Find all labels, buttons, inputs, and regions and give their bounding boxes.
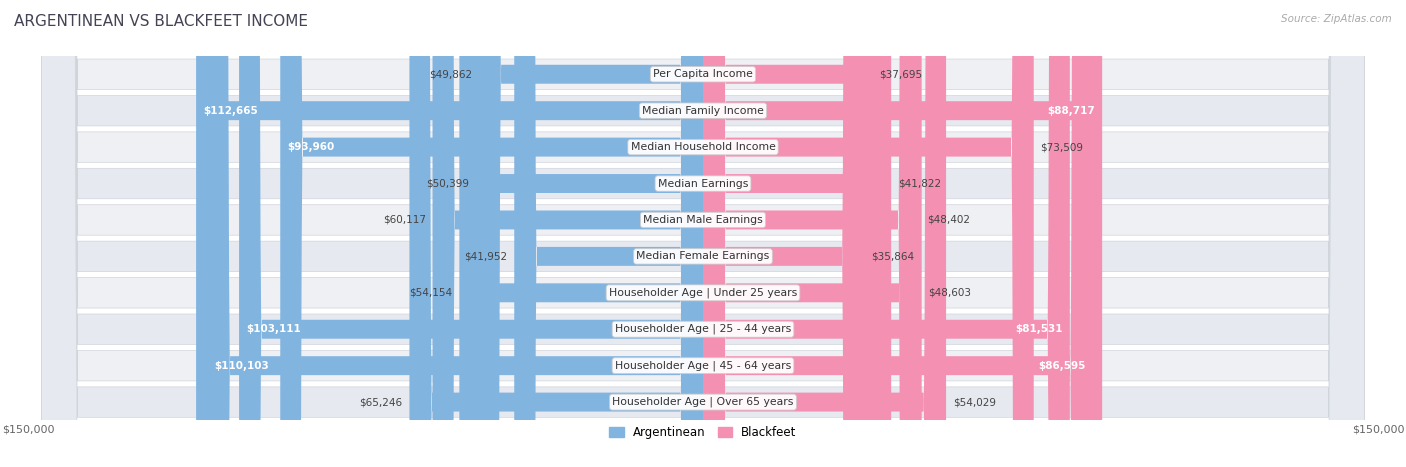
Text: Householder Age | Over 65 years: Householder Age | Over 65 years (612, 397, 794, 407)
FancyBboxPatch shape (478, 0, 703, 467)
FancyBboxPatch shape (239, 0, 703, 467)
Text: $48,402: $48,402 (928, 215, 970, 225)
FancyBboxPatch shape (477, 0, 703, 467)
Text: $50,399: $50,399 (426, 178, 470, 189)
Text: $112,665: $112,665 (202, 106, 257, 116)
FancyBboxPatch shape (409, 0, 703, 467)
FancyBboxPatch shape (280, 0, 703, 467)
FancyBboxPatch shape (42, 0, 1364, 467)
FancyBboxPatch shape (460, 0, 703, 467)
Text: Median Female Earnings: Median Female Earnings (637, 251, 769, 262)
FancyBboxPatch shape (42, 0, 1364, 467)
FancyBboxPatch shape (703, 0, 1092, 467)
Text: $48,603: $48,603 (928, 288, 972, 298)
Text: $86,595: $86,595 (1039, 361, 1085, 371)
Text: Householder Age | 25 - 44 years: Householder Age | 25 - 44 years (614, 324, 792, 334)
Text: Householder Age | 45 - 64 years: Householder Age | 45 - 64 years (614, 361, 792, 371)
Text: Median Earnings: Median Earnings (658, 178, 748, 189)
Text: Per Capita Income: Per Capita Income (652, 69, 754, 79)
Text: $35,864: $35,864 (872, 251, 914, 262)
Text: $54,154: $54,154 (409, 288, 453, 298)
Text: $54,029: $54,029 (953, 397, 995, 407)
Text: Source: ZipAtlas.com: Source: ZipAtlas.com (1281, 14, 1392, 24)
FancyBboxPatch shape (703, 0, 1102, 467)
Text: $73,509: $73,509 (1040, 142, 1084, 152)
Text: $110,103: $110,103 (214, 361, 269, 371)
Text: $103,111: $103,111 (246, 324, 301, 334)
FancyBboxPatch shape (208, 0, 703, 467)
Text: $41,952: $41,952 (464, 251, 508, 262)
FancyBboxPatch shape (703, 0, 1033, 467)
FancyBboxPatch shape (42, 0, 1364, 467)
Text: $88,717: $88,717 (1047, 106, 1095, 116)
FancyBboxPatch shape (515, 0, 703, 467)
FancyBboxPatch shape (42, 0, 1364, 467)
FancyBboxPatch shape (703, 0, 873, 467)
Text: $41,822: $41,822 (898, 178, 941, 189)
Text: ARGENTINEAN VS BLACKFEET INCOME: ARGENTINEAN VS BLACKFEET INCOME (14, 14, 308, 29)
FancyBboxPatch shape (42, 0, 1364, 467)
FancyBboxPatch shape (703, 0, 946, 467)
Legend: Argentinean, Blackfeet: Argentinean, Blackfeet (605, 421, 801, 444)
FancyBboxPatch shape (42, 0, 1364, 467)
FancyBboxPatch shape (42, 0, 1364, 467)
FancyBboxPatch shape (433, 0, 703, 467)
Text: Median Family Income: Median Family Income (643, 106, 763, 116)
Text: $60,117: $60,117 (382, 215, 426, 225)
FancyBboxPatch shape (42, 0, 1364, 467)
FancyBboxPatch shape (703, 0, 891, 467)
Text: $65,246: $65,246 (360, 397, 402, 407)
Text: Median Male Earnings: Median Male Earnings (643, 215, 763, 225)
Text: $49,862: $49,862 (429, 69, 472, 79)
FancyBboxPatch shape (195, 0, 703, 467)
Text: Householder Age | Under 25 years: Householder Age | Under 25 years (609, 288, 797, 298)
FancyBboxPatch shape (703, 0, 865, 467)
FancyBboxPatch shape (703, 0, 921, 467)
FancyBboxPatch shape (42, 0, 1364, 467)
Text: Median Household Income: Median Household Income (630, 142, 776, 152)
Text: $37,695: $37,695 (879, 69, 922, 79)
FancyBboxPatch shape (703, 0, 1070, 467)
Text: $81,531: $81,531 (1015, 324, 1063, 334)
FancyBboxPatch shape (703, 0, 922, 467)
Text: $93,960: $93,960 (287, 142, 335, 152)
FancyBboxPatch shape (42, 0, 1364, 467)
